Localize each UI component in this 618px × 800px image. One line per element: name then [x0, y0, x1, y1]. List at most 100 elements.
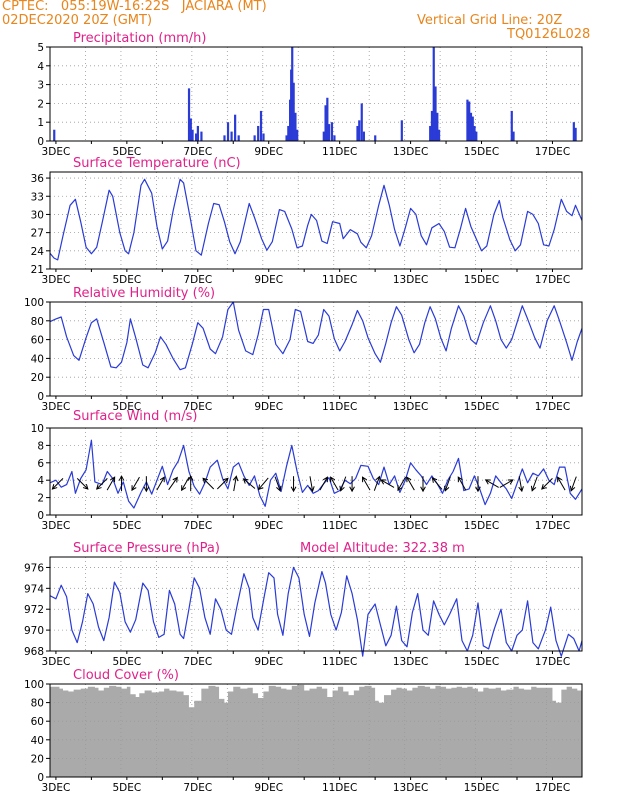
wind-arrow	[373, 476, 380, 491]
precip-bar	[429, 125, 432, 141]
wind-arrow-head	[375, 475, 381, 482]
precip-bar	[291, 47, 294, 141]
precip-bar	[574, 127, 577, 141]
panel-pressure: Surface Pressure (hPa) Model Altitude: 32…	[24, 541, 583, 668]
wind-arrow-head	[475, 486, 481, 493]
x-tick-label: 9DEC	[254, 782, 283, 794]
x-tick-label: 3DEC	[42, 656, 71, 668]
x-tick-label: 13DEC	[393, 146, 428, 158]
y-tick-label: 21	[31, 264, 44, 276]
panel-rh: Relative Humidity (%) 0 20 40 60 80 100 3DEC 5DE…	[24, 286, 583, 413]
panel-temp: Surface Temperature (nC) 21 24 27 30 33 36 3DEC…	[31, 156, 583, 286]
panel-frame	[49, 683, 583, 778]
wind-arrow	[499, 479, 514, 488]
panel-title: Surface Pressure (hPa)	[73, 541, 220, 556]
y-tick-label: 36	[31, 173, 45, 185]
precip-bar	[223, 135, 226, 141]
x-tick-label: 11DEC	[322, 401, 357, 413]
wind-arrow	[202, 478, 215, 490]
wind-arrow-head	[143, 486, 150, 493]
x-tick-label: 3DEC	[42, 782, 71, 794]
precip-bar	[259, 110, 263, 141]
precip-bar	[191, 129, 194, 141]
wind-arrow	[541, 478, 553, 490]
y-tick-label: 972	[24, 604, 44, 616]
wind-arrow-head	[431, 477, 438, 483]
precip-bar	[572, 122, 575, 141]
y-tick-label: 0	[37, 510, 44, 522]
precip-bar	[473, 125, 476, 141]
precip-bar	[287, 125, 290, 141]
x-tick-label: 15DEC	[464, 520, 499, 532]
y-tick-label: 0	[37, 772, 44, 784]
precip-bar	[292, 82, 295, 141]
y-tick-label: 30	[31, 209, 44, 221]
precip-bar	[358, 120, 361, 141]
y-tick-label: 4	[37, 61, 44, 73]
precip-bar	[434, 86, 437, 141]
panel-frame	[49, 427, 583, 516]
x-tick-label: 5DEC	[112, 656, 141, 668]
precip-bar	[187, 88, 191, 141]
wind-arrow-head	[420, 486, 426, 493]
x-tick-label: 11DEC	[322, 782, 357, 794]
wind-arrow-head	[110, 476, 116, 483]
x-tick-label: 11DEC	[322, 146, 357, 158]
wind-arrow-head	[276, 485, 282, 492]
wind-arrow	[243, 478, 256, 489]
x-tick-label: 15DEC	[464, 274, 499, 286]
y-tick-label: 24	[31, 246, 45, 258]
temp-line	[49, 178, 583, 261]
wind-arrow-head	[51, 484, 58, 490]
x-tick-label: 3DEC	[42, 146, 71, 158]
x-tick-label: 7DEC	[183, 656, 212, 668]
precip-bar	[437, 129, 441, 141]
wind-arrow-head	[530, 485, 537, 492]
x-tick-label: 17DEC	[535, 274, 570, 286]
y-tick-label: 10	[31, 423, 44, 435]
precip-bar	[362, 131, 365, 141]
wind-arrow	[570, 476, 577, 491]
x-tick-label: 9DEC	[254, 146, 283, 158]
wind-arrow-head	[330, 476, 336, 483]
y-tick-label: 100	[24, 679, 44, 691]
wind-arrow-head	[82, 484, 89, 490]
x-tick-label: 13DEC	[393, 520, 428, 532]
wind-arrow	[274, 476, 281, 491]
wind-arrow-head	[322, 476, 328, 483]
wind-arrow-head	[309, 486, 315, 493]
wind-arrow-head	[95, 484, 102, 490]
x-tick-label: 11DEC	[322, 656, 357, 668]
x-tick-label: 3DEC	[42, 520, 71, 532]
precip-bar	[200, 131, 203, 141]
header-date: 02DEC2020 20Z (GMT)	[2, 13, 153, 28]
precip-bar	[512, 131, 515, 141]
wind-arrow	[309, 476, 314, 492]
wind-arrow	[233, 476, 237, 492]
precip-bar	[374, 135, 377, 141]
precip-bar	[333, 135, 336, 141]
x-tick-label: 3DEC	[42, 401, 71, 413]
y-tick-label: 20	[31, 753, 44, 765]
header-model-id: TQ0126L028	[507, 27, 591, 42]
wind-arrow	[106, 476, 116, 491]
x-tick-label: 5DEC	[112, 782, 141, 794]
pressure-line	[49, 566, 583, 657]
wind-arrow	[96, 478, 108, 490]
wind-arrow	[156, 476, 165, 491]
panel-precip: Precipitation (mm/h) 0 1 2 3 4 5 3DEC 5DEC 7DEC 9D…	[37, 31, 583, 158]
x-tick-label: 7DEC	[183, 274, 212, 286]
x-tick-label: 5DEC	[112, 146, 141, 158]
x-tick-label: 13DEC	[393, 782, 428, 794]
x-tick-label: 15DEC	[464, 656, 499, 668]
wind-arrow	[518, 476, 523, 492]
y-tick-label: 976	[24, 562, 44, 574]
x-tick-label: 11DEC	[322, 520, 357, 532]
wind-arrow-head	[349, 486, 355, 493]
precip-bar	[237, 135, 240, 141]
precip-bar	[510, 110, 513, 141]
precip-bar	[189, 118, 192, 141]
panel-title: Precipitation (mm/h)	[73, 31, 206, 46]
panel-frame	[49, 171, 583, 270]
y-tick-label: 2	[37, 98, 44, 110]
